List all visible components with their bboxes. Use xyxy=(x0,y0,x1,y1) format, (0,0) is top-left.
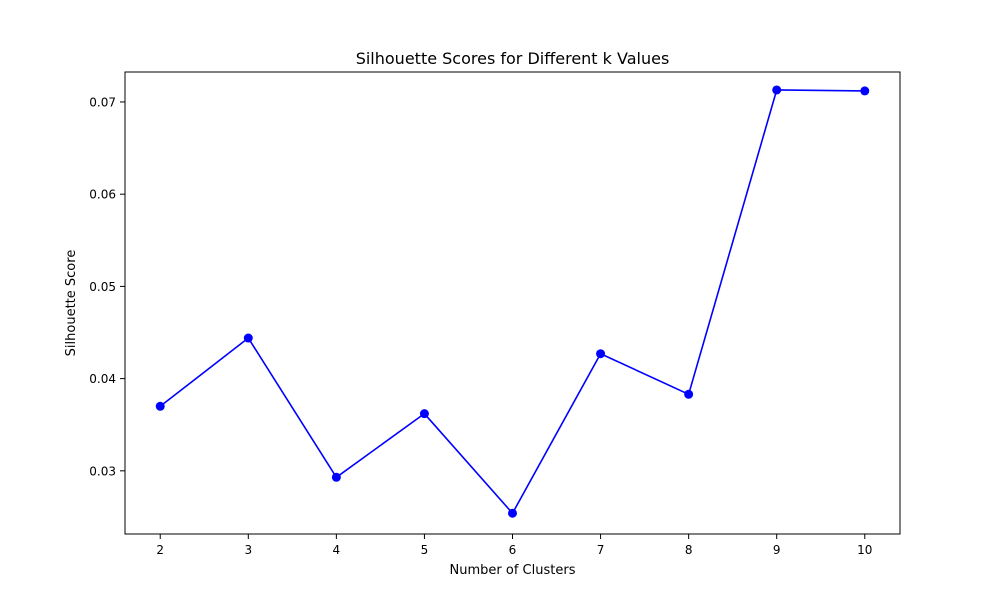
x-axis-label: Number of Clusters xyxy=(450,563,576,578)
x-tick-label: 6 xyxy=(509,543,517,557)
plot-content xyxy=(155,85,870,518)
x-axis-ticks: 2 3 4 5 6 7 8 9 10 xyxy=(156,534,872,557)
data-point xyxy=(419,409,429,419)
data-point xyxy=(331,472,341,482)
data-point xyxy=(243,333,253,343)
y-tick-label: 0.07 xyxy=(89,95,116,109)
y-tick-label: 0.06 xyxy=(89,188,116,202)
x-tick-label: 5 xyxy=(421,543,429,557)
x-tick-label: 7 xyxy=(597,543,605,557)
data-point xyxy=(860,86,870,96)
data-point xyxy=(508,508,517,518)
y-axis-ticks: 0.03 0.04 0.05 0.06 0.07 xyxy=(89,95,125,478)
data-point xyxy=(684,389,694,399)
y-tick-label: 0.05 xyxy=(89,280,116,294)
data-point xyxy=(155,401,165,411)
x-tick-label: 8 xyxy=(685,543,693,557)
data-point xyxy=(772,85,782,95)
x-tick-label: 2 xyxy=(156,543,164,557)
x-tick-label: 10 xyxy=(857,543,872,557)
plot-frame xyxy=(124,71,901,535)
x-tick-label: 9 xyxy=(773,543,781,557)
chart-title: Silhouette Scores for Different k Values xyxy=(356,49,670,68)
y-axis-label: Silhouette Score xyxy=(64,250,79,357)
x-tick-label: 4 xyxy=(333,543,341,557)
y-tick-label: 0.03 xyxy=(89,464,116,478)
data-point xyxy=(596,349,606,359)
x-tick-label: 3 xyxy=(244,543,252,557)
y-tick-label: 0.04 xyxy=(89,372,116,386)
